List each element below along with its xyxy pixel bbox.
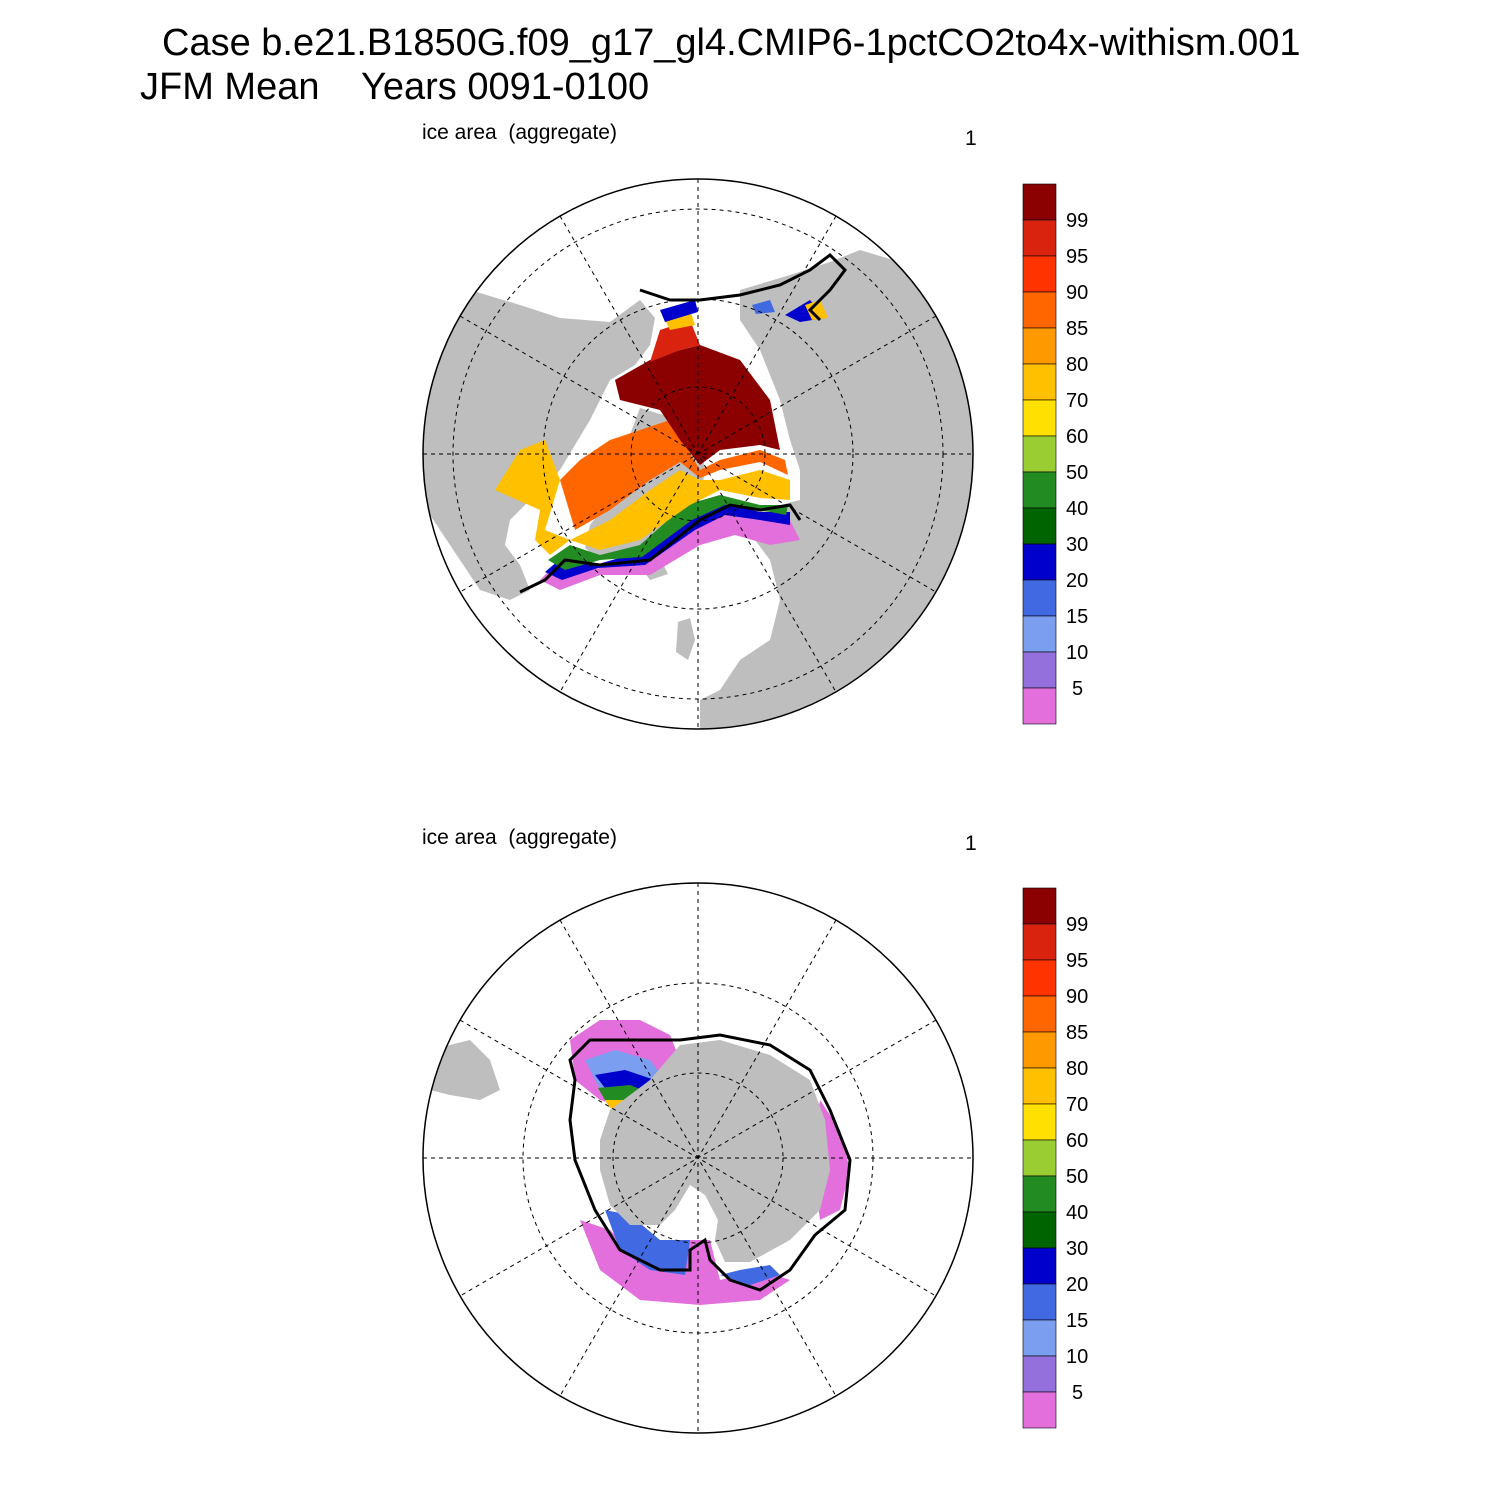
south-colorbar-swatch	[1022, 959, 1057, 997]
arctic-reference-ice-edge-contour	[519, 253, 847, 594]
south-panel-number: 1	[965, 832, 977, 855]
north-colorbar-swatch	[1022, 327, 1057, 365]
south-colorbar-swatch	[1022, 923, 1057, 961]
south-colorbar-tick-label: 80	[1066, 1058, 1088, 1080]
south-colorbar-tick-label: 85	[1066, 1022, 1088, 1044]
south-colorbar-swatch	[1022, 1139, 1057, 1177]
south-colorbar: 99 95 90 85 80 70 60 50 40 30 20 15 10 5	[1022, 887, 1088, 1429]
north-colorbar-tick-label: 60	[1066, 426, 1088, 448]
north-colorbar-swatch	[1022, 615, 1057, 653]
north-colorbar-tick-label: 15	[1066, 606, 1088, 628]
north-panel-variable-label: ice area (aggregate)	[422, 121, 617, 144]
north-colorbar-swatch	[1022, 579, 1057, 617]
south-colorbar-tick-label: 30	[1066, 1238, 1088, 1260]
north-colorbar-tick-label: 5	[1072, 678, 1083, 700]
north-colorbar-tick-label: 90	[1066, 282, 1088, 304]
north-colorbar-tick-label: 99	[1066, 210, 1088, 232]
south-colorbar-tick-label: 90	[1066, 986, 1088, 1008]
north-colorbar-swatch	[1022, 399, 1057, 437]
north-colorbar-swatch	[1022, 183, 1057, 221]
south-colorbar-swatch	[1022, 1283, 1057, 1321]
north-colorbar-swatch	[1022, 255, 1057, 293]
south-colorbar-tick-label: 60	[1066, 1130, 1088, 1152]
antarctic-reference-ice-edge-contour	[568, 1033, 852, 1292]
north-colorbar-tick-label: 85	[1066, 318, 1088, 340]
north-colorbar-tick-label: 70	[1066, 390, 1088, 412]
south-america-land	[430, 1040, 500, 1100]
north-colorbar-tick-label: 80	[1066, 354, 1088, 376]
south-colorbar-tick-label: 5	[1072, 1382, 1083, 1404]
south-colorbar-tick-label: 95	[1066, 950, 1088, 972]
south-colorbar-swatch	[1022, 1247, 1057, 1285]
north-colorbar-tick-label: 40	[1066, 498, 1088, 520]
north-colorbar-swatch	[1022, 291, 1057, 329]
north-colorbar-swatch	[1022, 651, 1057, 689]
south-colorbar-tick-label: 40	[1066, 1202, 1088, 1224]
north-polar-map	[422, 178, 974, 730]
south-colorbar-tick-label: 70	[1066, 1094, 1088, 1116]
south-colorbar-swatch	[1022, 1391, 1057, 1429]
south-colorbar-tick-label: 20	[1066, 1274, 1088, 1296]
south-colorbar-swatch	[1022, 1031, 1057, 1069]
north-colorbar: 99 95 90 85 80 70 60 50 40 30 20 15 10 5	[1022, 183, 1088, 725]
eurasia-land	[700, 250, 973, 729]
south-colorbar-swatch	[1022, 1103, 1057, 1141]
figure-title-period: JFM Mean Years 0091-0100	[140, 66, 650, 108]
south-colorbar-swatch	[1022, 887, 1057, 925]
south-graticule	[423, 883, 973, 1433]
north-sea	[690, 560, 740, 660]
south-colorbar-tick-label: 15	[1066, 1310, 1088, 1332]
baltic-sea	[730, 570, 770, 640]
british-isles-land	[676, 618, 695, 660]
south-colorbar-swatch	[1022, 1355, 1057, 1393]
north-colorbar-swatch	[1022, 471, 1057, 509]
north-map-boundary	[422, 178, 974, 730]
north-colorbar-swatch	[1022, 435, 1057, 473]
north-colorbar-tick-label: 30	[1066, 534, 1088, 556]
north-panel-number: 1	[965, 127, 977, 150]
south-polar-map	[422, 882, 974, 1434]
south-colorbar-swatch	[1022, 995, 1057, 1033]
south-colorbar-swatch	[1022, 1175, 1057, 1213]
north-colorbar-swatch	[1022, 507, 1057, 545]
north-graticule	[423, 179, 973, 729]
south-colorbar-swatch	[1022, 1067, 1057, 1105]
south-panel-variable-label: ice area (aggregate)	[422, 826, 617, 849]
north-colorbar-tick-label: 20	[1066, 570, 1088, 592]
south-colorbar-tick-label: 99	[1066, 914, 1088, 936]
north-colorbar-swatch	[1022, 543, 1057, 581]
north-colorbar-swatch	[1022, 219, 1057, 257]
north-colorbar-tick-label: 50	[1066, 462, 1088, 484]
south-colorbar-swatch	[1022, 1319, 1057, 1357]
north-colorbar-swatch	[1022, 687, 1057, 725]
figure-title-case: Case b.e21.B1850G.f09_g17_gl4.CMIP6-1pct…	[162, 22, 1301, 64]
south-colorbar-swatch	[1022, 1211, 1057, 1249]
north-colorbar-tick-label: 95	[1066, 246, 1088, 268]
north-colorbar-swatch	[1022, 363, 1057, 401]
north-colorbar-tick-label: 10	[1066, 642, 1088, 664]
south-colorbar-tick-label: 50	[1066, 1166, 1088, 1188]
south-colorbar-tick-label: 10	[1066, 1346, 1088, 1368]
antarctica-land	[600, 1040, 830, 1262]
south-map-boundary	[422, 882, 974, 1434]
